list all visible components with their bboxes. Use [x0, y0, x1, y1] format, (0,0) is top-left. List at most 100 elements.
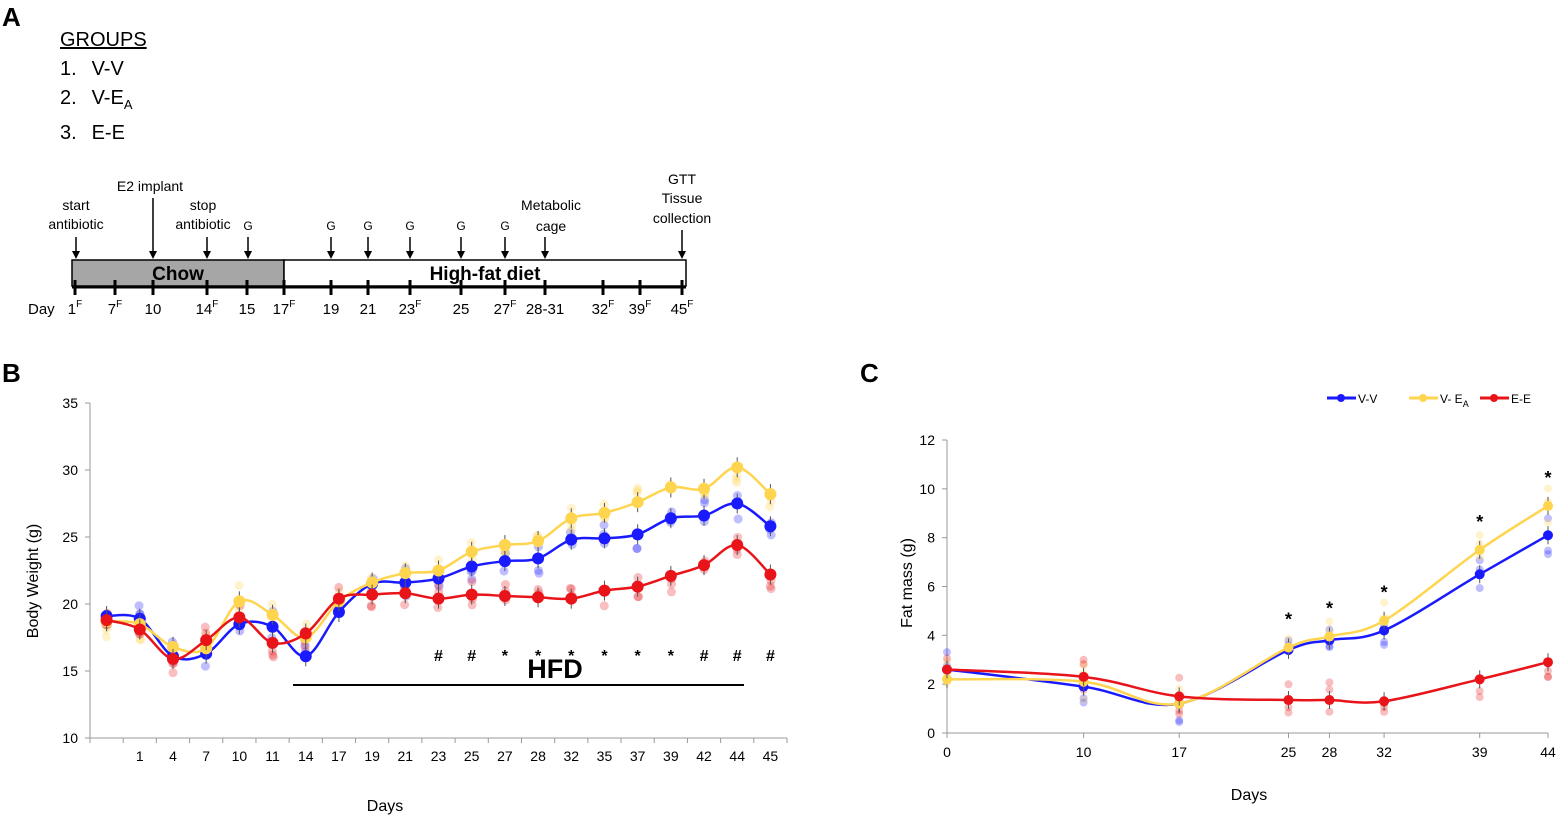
e-e-individual-point [599, 601, 609, 611]
significance-mark-day-35: * [601, 648, 608, 665]
e-e-individual-point [268, 650, 278, 660]
v-v-individual-point [467, 574, 477, 584]
legend-ee-marker [1490, 394, 1498, 402]
day-prefix: Day [28, 301, 55, 318]
x-tick-label-27: 27 [497, 748, 513, 764]
v-e-a-point [465, 545, 478, 558]
significance-mark-day-25: # [467, 648, 476, 665]
e-e-individual-point [400, 600, 410, 610]
x-tick-label-39: 39 [1472, 744, 1488, 760]
v-v-point [598, 532, 611, 545]
v-e-a-individual-point [566, 503, 576, 513]
significance-mark-day-44: # [733, 648, 742, 665]
v-v-point [698, 509, 711, 522]
v-e-a-point [631, 496, 644, 509]
v-v-individual-point [1544, 546, 1552, 555]
v-e-a-point [664, 481, 677, 494]
y-tick-label-4: 4 [927, 627, 935, 643]
v-v-point [731, 497, 744, 510]
x-tick-label-39: 39 [663, 748, 679, 764]
e-e-individual-point [433, 603, 443, 613]
timeline-arrowhead [203, 251, 211, 259]
v-v-individual-point [700, 495, 710, 505]
v-v-individual-point [499, 566, 509, 576]
e-e-point [100, 614, 113, 627]
v-v-point [1474, 569, 1485, 580]
v-e-a-individual-point [1079, 695, 1088, 704]
fat-mass-chart: 0 2 4 6 8 10 12 0 10 17 25 28 32 39 44 * * * * * V-V V- EA… [899, 392, 1556, 804]
v-e-a-individual-point [1079, 660, 1088, 669]
body-weight-series [100, 457, 777, 669]
e-e-point [565, 592, 578, 605]
e-e-individual-point [1544, 672, 1552, 681]
e-e-individual-point [1079, 655, 1088, 664]
v-v-individual-point [943, 648, 951, 657]
v-e-a-individual-point [135, 635, 145, 645]
y-tick-label-20: 20 [62, 596, 78, 612]
v-e-a-point [166, 640, 179, 653]
e-e-individual-point [268, 652, 278, 662]
v-v-individual-point [632, 544, 642, 554]
v-v-point [1543, 530, 1553, 541]
e-e-point [233, 611, 246, 624]
group-item-3: 3. E-E [60, 122, 125, 144]
v-e-a-individual-point [101, 632, 111, 642]
timeline-arrowhead [501, 251, 509, 259]
v-v-individual-point [1175, 716, 1184, 725]
x-tick-label-19: 19 [364, 748, 380, 764]
e-e-point [166, 652, 179, 665]
e-e-point [1078, 671, 1089, 682]
x-tick-label-32: 32 [1376, 744, 1392, 760]
v-e-a-point [366, 576, 379, 589]
e-e-point [1543, 657, 1553, 668]
significance-mark-day-39: * [668, 648, 675, 665]
v-v-point [664, 512, 677, 525]
event-metabolic-line1: Metabolic [521, 197, 581, 213]
e-e-individual-point [467, 577, 477, 587]
e-e-individual-point [1325, 678, 1334, 687]
e-e-point [1283, 695, 1294, 706]
event-gtt-line3: collection [653, 210, 711, 226]
v-e-a-point [432, 564, 445, 577]
e-e-point [764, 568, 777, 581]
x-tick-label-32: 32 [563, 748, 579, 764]
study-timeline: Chow High-fat diet Day 1F 7F 10 14F 15 17F 19 2… [28, 171, 711, 318]
v-e-a-individual-point [632, 486, 642, 496]
e-e-individual-point [1544, 672, 1552, 681]
v-v-individual-point [700, 498, 710, 508]
v-e-a-individual-point [1284, 634, 1293, 643]
v-e-a-point [532, 535, 545, 548]
timeline-day-1: 1F [68, 299, 82, 318]
e-e-individual-point [765, 581, 775, 591]
e-e-individual-point [943, 654, 951, 663]
e-e-individual-point [666, 587, 676, 597]
v-e-a-individual-point [633, 483, 643, 493]
x-tick-label-4: 4 [169, 748, 177, 764]
e-e-point [133, 623, 146, 636]
v-e-a-point [1283, 642, 1294, 653]
event-g-label: G [243, 219, 252, 233]
e-e-individual-point [565, 583, 575, 593]
v-e-a-individual-point [267, 599, 277, 609]
v-v-individual-point [1544, 514, 1552, 523]
significance-mark-day-23: # [434, 648, 443, 665]
e-e-individual-point [1325, 685, 1334, 694]
v-v-individual-point [533, 565, 543, 575]
e-e-individual-point [367, 602, 377, 612]
e-e-point [698, 559, 711, 572]
timeline-day-27: 27F [494, 299, 517, 318]
e-e-individual-point [1475, 693, 1484, 702]
v-v-individual-point [733, 514, 743, 524]
v-v-point [266, 620, 279, 633]
fat-mass-individual-points [943, 484, 1552, 727]
v-v-individual-point [534, 568, 544, 578]
e-e-individual-point [1284, 708, 1293, 717]
v-v-point [764, 520, 777, 533]
significance-mark-day-28: * [1326, 599, 1333, 619]
timeline-day-45: 45F [671, 299, 694, 318]
v-e-a-individual-point [1325, 617, 1334, 626]
panel-letter-b: B [2, 358, 21, 388]
v-e-a-individual-point [1544, 518, 1552, 527]
e-e-point [266, 636, 279, 649]
